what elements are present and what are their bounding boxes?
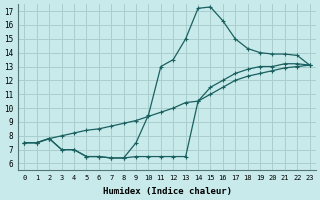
X-axis label: Humidex (Indice chaleur): Humidex (Indice chaleur): [102, 187, 232, 196]
